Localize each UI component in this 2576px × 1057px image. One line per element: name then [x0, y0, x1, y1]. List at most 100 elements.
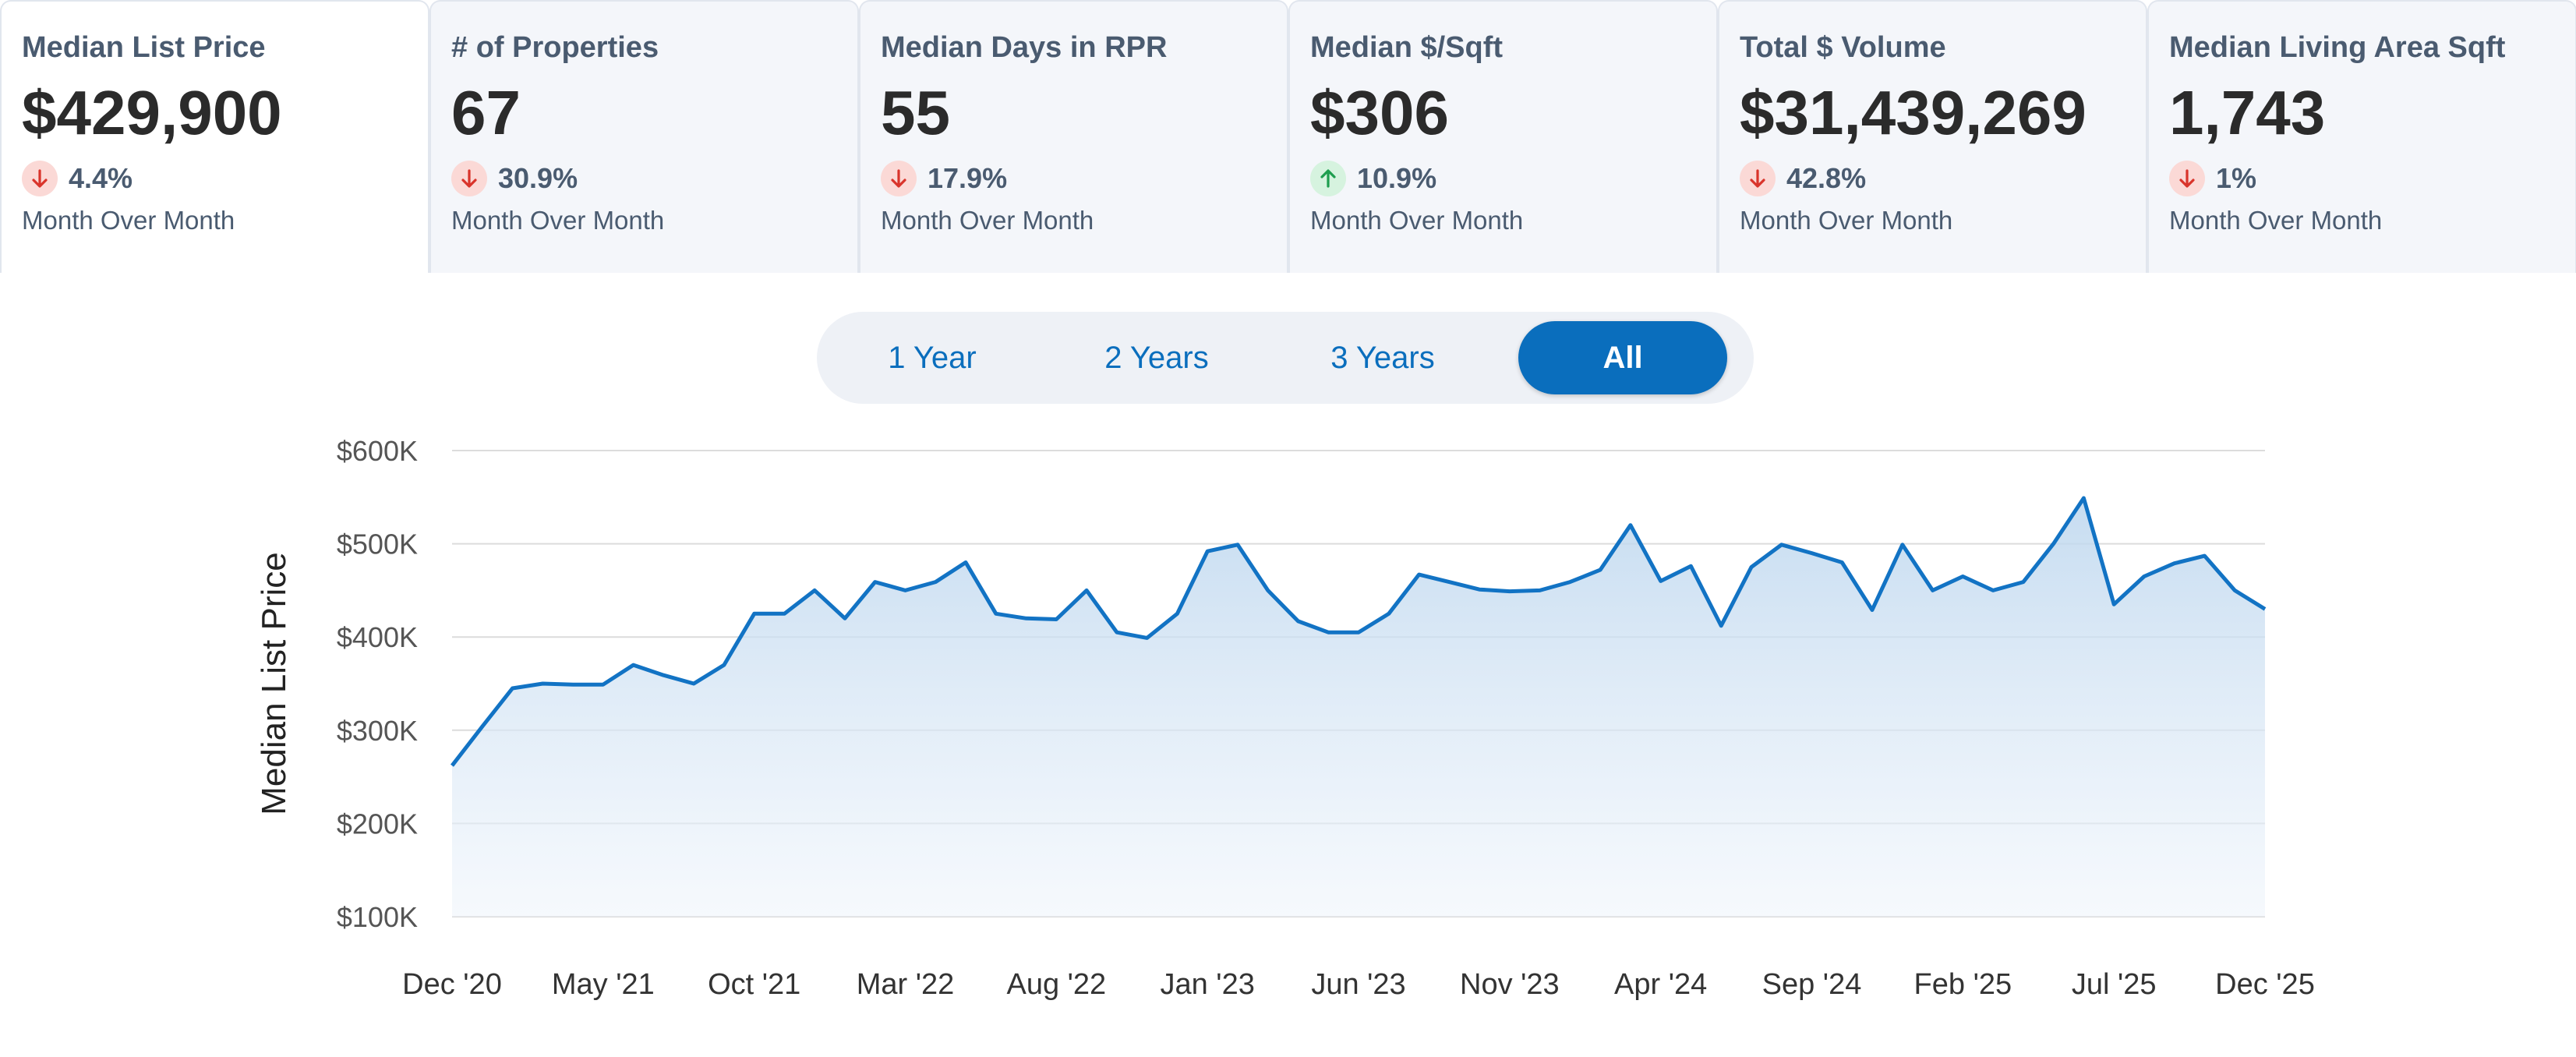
- x-tick-label: Nov '23: [1460, 968, 1560, 1001]
- y-tick-label: $500K: [337, 528, 418, 560]
- data-point: [661, 673, 666, 677]
- data-point: [1628, 523, 1633, 528]
- data-point: [2232, 588, 2237, 592]
- data-point: [480, 724, 485, 729]
- metrics-bar: Median List Price $429,900 4.4% Month Over …: [0, 0, 2576, 274]
- data-point: [2142, 574, 2147, 578]
- data-point: [1235, 543, 1240, 547]
- metric-card-total-volume[interactable]: Total $ Volume $31,439,269 42.8% Month Over…: [1718, 0, 2147, 273]
- y-tick-label: $300K: [337, 715, 418, 747]
- data-point: [1870, 608, 1875, 613]
- data-point: [2263, 606, 2267, 611]
- metric-title: Total $ Volume: [1740, 31, 1946, 64]
- range-option-2-years[interactable]: 2 Years: [1052, 321, 1261, 394]
- data-point: [1931, 588, 1935, 592]
- data-point: [1115, 630, 1119, 635]
- y-axis-title: Median List Price: [255, 552, 293, 815]
- range-option-1-year[interactable]: 1 Year: [828, 321, 1037, 394]
- metric-change: 4.4%: [22, 159, 428, 198]
- data-point: [1084, 588, 1089, 592]
- metric-period: Month Over Month: [1740, 206, 1953, 235]
- data-point: [1960, 574, 1965, 578]
- arrow-down-icon: [451, 161, 487, 196]
- data-point: [1326, 630, 1330, 635]
- x-tick-label: Dec '25: [2215, 968, 2315, 1001]
- data-point: [1417, 572, 1422, 577]
- data-point: [1175, 611, 1179, 616]
- metric-change-percent: 10.9%: [1357, 162, 1437, 194]
- arrow-down-icon: [1740, 161, 1776, 196]
- data-point: [2202, 553, 2207, 558]
- data-point: [1356, 630, 1361, 635]
- metric-change: 42.8%: [1740, 159, 2146, 198]
- metric-change: 17.9%: [881, 159, 1287, 198]
- arrow-up-icon: [1310, 161, 1346, 196]
- data-point: [2172, 561, 2177, 566]
- data-point: [2081, 496, 2086, 500]
- metric-title: # of Properties: [451, 31, 659, 64]
- data-point: [782, 611, 786, 616]
- x-tick-label: Jul '25: [2072, 968, 2157, 1001]
- data-point: [843, 616, 847, 620]
- data-point: [601, 682, 606, 687]
- data-point: [1266, 588, 1270, 592]
- data-point: [1810, 551, 1815, 556]
- metric-change: 10.9%: [1310, 159, 1716, 198]
- metric-title: Median List Price: [22, 31, 266, 64]
- range-option-3-years[interactable]: 3 Years: [1278, 321, 1487, 394]
- metric-period: Month Over Month: [881, 206, 1094, 235]
- data-point: [1054, 617, 1058, 621]
- arrow-down-icon: [2169, 161, 2205, 196]
- data-point: [1538, 588, 1542, 592]
- data-point: [1779, 543, 1784, 547]
- metric-period: Month Over Month: [22, 206, 235, 235]
- range-option-all[interactable]: All: [1518, 321, 1727, 394]
- y-tick-label: $400K: [337, 621, 418, 653]
- metric-value: $31,439,269: [1740, 78, 2087, 147]
- metric-card-of-properties[interactable]: # of Properties 67 30.9% Month Over Month: [429, 0, 859, 273]
- x-tick-label: Jun '23: [1311, 968, 1405, 1001]
- data-point: [994, 611, 998, 616]
- metric-title: Median Days in RPR: [881, 31, 1168, 64]
- time-range-toggle: 1 Year 2 Years 3 Years All: [817, 312, 1754, 404]
- metric-title: Median $/Sqft: [1310, 31, 1504, 64]
- chart-svg: $100K $200K $300K $400K $500K $600K Dec '20 May…: [255, 435, 2315, 1001]
- metric-value: 1,743: [2169, 78, 2326, 147]
- x-tick-label: Jan '23: [1160, 968, 1254, 1001]
- data-point: [2111, 602, 2116, 606]
- data-point: [631, 663, 636, 667]
- metric-period: Month Over Month: [1310, 206, 1524, 235]
- metric-card-median-days-in-rpr[interactable]: Median Days in RPR 55 17.9% Month Over Mont…: [859, 0, 1288, 273]
- data-point: [903, 588, 908, 592]
- x-tick-label: May '21: [552, 968, 655, 1001]
- metric-card-median-sqft[interactable]: Median $/Sqft $306 10.9% Month Over Month: [1288, 0, 1718, 273]
- metric-change: 30.9%: [451, 159, 857, 198]
- data-point: [933, 580, 938, 585]
- metric-change-percent: 42.8%: [1786, 162, 1867, 194]
- x-tick-label: Dec '20: [402, 968, 502, 1001]
- x-tick-label: Oct '21: [708, 968, 800, 1001]
- data-point: [2051, 542, 2056, 546]
- data-point: [1024, 616, 1029, 620]
- metric-card-median-list-price[interactable]: Median List Price $429,900 4.4% Month Over …: [0, 0, 429, 273]
- data-point: [540, 681, 545, 686]
- data-point: [1387, 611, 1391, 616]
- data-point: [1991, 588, 1995, 592]
- x-tick-label: Sep '24: [1762, 968, 1862, 1001]
- data-point: [1659, 578, 1663, 583]
- median-list-price-chart: $100K $200K $300K $400K $500K $600K Dec '20 May…: [0, 421, 2576, 1057]
- arrow-down-icon: [22, 161, 58, 196]
- metric-change-percent: 4.4%: [69, 162, 133, 194]
- series-line: [451, 496, 2267, 767]
- data-point: [963, 560, 968, 565]
- data-point: [691, 681, 696, 686]
- metric-period: Month Over Month: [2169, 206, 2383, 235]
- metric-change-percent: 30.9%: [498, 162, 578, 194]
- metric-value: $306: [1310, 78, 1449, 147]
- data-point: [1205, 549, 1210, 553]
- series-area: [452, 498, 2265, 917]
- metric-change-percent: 17.9%: [928, 162, 1008, 194]
- data-point: [722, 663, 726, 667]
- data-point: [571, 682, 575, 687]
- metric-card-median-living-area-sqft[interactable]: Median Living Area Sqft 1,743 1% Month Over…: [2147, 0, 2576, 273]
